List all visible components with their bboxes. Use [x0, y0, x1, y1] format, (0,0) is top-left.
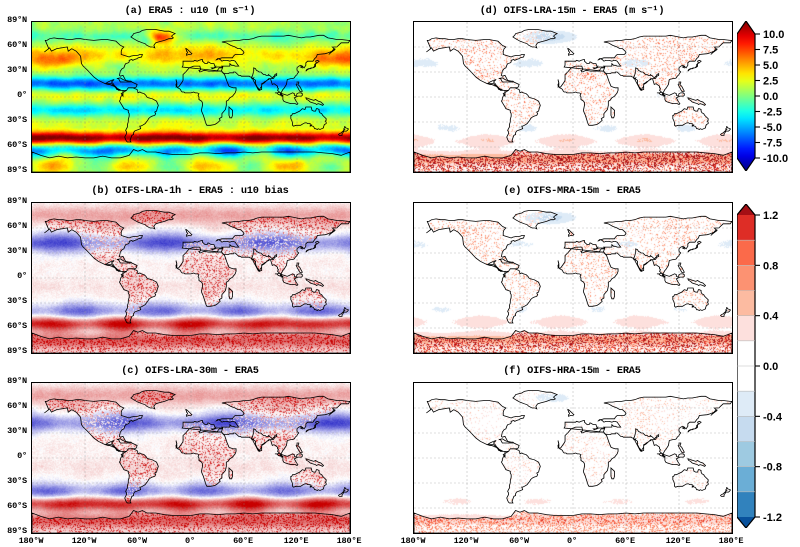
- svg-text:-0.4: -0.4: [763, 411, 783, 423]
- svg-text:7.5: 7.5: [763, 45, 778, 57]
- svg-text:2.5: 2.5: [763, 76, 778, 88]
- svg-text:0.4: 0.4: [763, 311, 779, 323]
- svg-text:10.0: 10.0: [763, 29, 784, 41]
- svg-text:-2.5: -2.5: [763, 107, 782, 119]
- svg-text:0.8: 0.8: [763, 260, 778, 272]
- svg-text:-0.8: -0.8: [763, 462, 782, 474]
- svg-text:-7.5: -7.5: [763, 138, 782, 150]
- svg-text:1.2: 1.2: [763, 210, 778, 222]
- svg-text:5.0: 5.0: [763, 60, 778, 72]
- svg-text:0.0: 0.0: [763, 361, 778, 373]
- svg-text:-1.2: -1.2: [763, 512, 782, 524]
- svg-text:0.0: 0.0: [763, 91, 778, 103]
- svg-text:-5.0: -5.0: [763, 122, 782, 134]
- svg-text:-10.0: -10.0: [763, 153, 788, 165]
